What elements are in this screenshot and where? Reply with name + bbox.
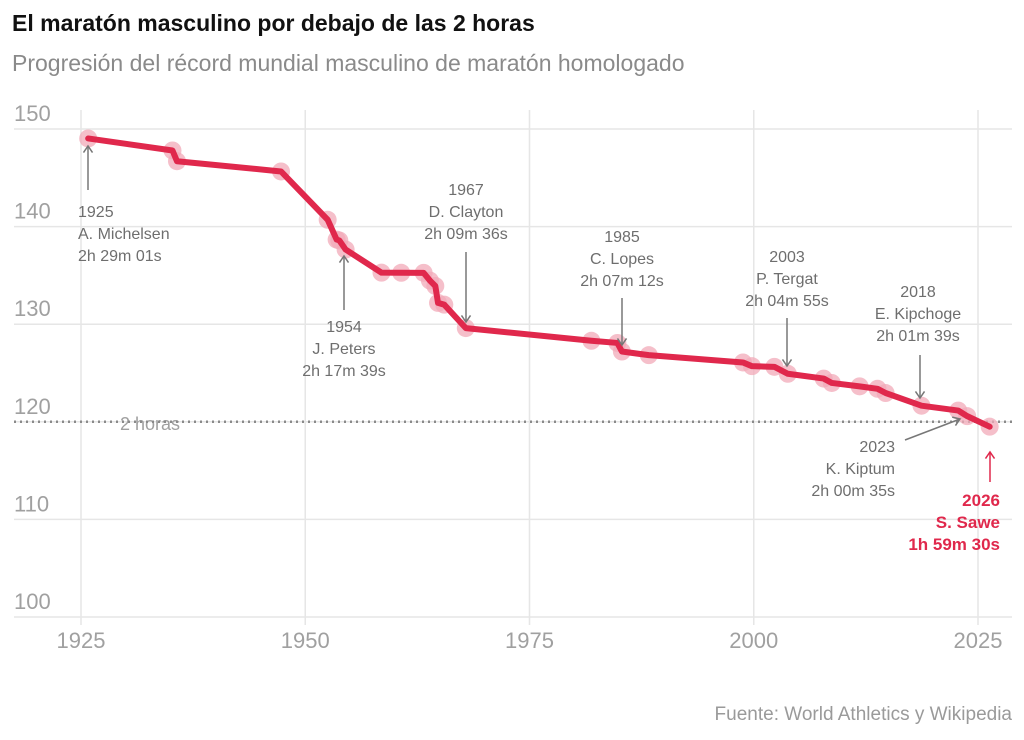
annotation-d-clayton: 1967 D. Clayton 2h 09m 36s [424, 182, 508, 324]
annotation-time: 1h 59m 30s [908, 535, 1000, 554]
y-tick-label: 130 [14, 296, 51, 321]
annotation-year: 2018 [900, 284, 936, 301]
record-line [85, 135, 993, 430]
annotation-name: D. Clayton [429, 204, 504, 221]
y-tick-label: 150 [14, 101, 51, 126]
annotation-name: P. Tergat [756, 271, 818, 288]
arrowhead-icon [616, 337, 628, 347]
arrowhead-icon [82, 144, 94, 154]
arrowhead-icon [952, 416, 962, 427]
annotation-name: J. Peters [312, 341, 375, 358]
arrowhead-icon [338, 254, 350, 264]
annotation-year: 1925 [78, 204, 114, 221]
annotation-time: 2h 09m 36s [424, 226, 508, 243]
annotation-a-michelsen: 1925 A. Michelsen 2h 29m 01s [78, 144, 170, 265]
chart-title: El maratón masculino por debajo de las 2… [12, 10, 535, 36]
annotation-time: 2h 00m 35s [811, 483, 895, 500]
annotation-s-sawe: 2026 S. Sawe 1h 59m 30s [908, 450, 1000, 554]
annotation-time: 2h 17m 39s [302, 363, 386, 380]
arrowhead-icon [984, 450, 996, 460]
reference-line-label: 2 horas [120, 414, 180, 434]
arrowhead-icon [460, 314, 472, 324]
x-tick-label: 2000 [729, 628, 778, 653]
annotation-e-kipchoge: 2018 E. Kipchoge 2h 01m 39s [875, 284, 961, 400]
annotation-c-lopes: 1985 C. Lopes 2h 07m 12s [580, 229, 664, 347]
y-tick-label: 140 [14, 199, 51, 224]
annotation-p-tergat: 2003 P. Tergat 2h 04m 55s [745, 249, 829, 368]
annotation-year: 1967 [448, 182, 484, 199]
x-tick-label: 1975 [505, 628, 554, 653]
annotation-j-peters: 1954 J. Peters 2h 17m 39s [302, 254, 386, 380]
annotation-time: 2h 01m 39s [876, 328, 960, 345]
arrowhead-icon [781, 358, 793, 368]
x-tick-label: 1950 [281, 628, 330, 653]
x-tick-label: 2025 [954, 628, 1003, 653]
y-tick-label: 120 [14, 394, 51, 419]
annotation-year: 2023 [859, 439, 895, 456]
annotation-name: A. Michelsen [78, 226, 170, 243]
annotation-name: C. Lopes [590, 251, 654, 268]
annotation-year: 1985 [604, 229, 640, 246]
annotation-year: 2003 [769, 249, 805, 266]
annotation-name: K. Kiptum [826, 461, 895, 478]
annotation-year: 1954 [326, 319, 362, 336]
annotation-time: 2h 29m 01s [78, 248, 162, 265]
annotation-k-kiptum: 2023 K. Kiptum 2h 00m 35s [811, 416, 962, 500]
chart-subtitle: Progresión del récord mundial masculino … [12, 50, 685, 76]
annotation-name: S. Sawe [936, 513, 1000, 532]
source-note: Fuente: World Athletics y Wikipedia [714, 704, 1012, 725]
x-tick-label: 1925 [57, 628, 106, 653]
arrowhead-icon [914, 390, 926, 400]
y-tick-label: 100 [14, 589, 51, 614]
annotation-year: 2026 [962, 491, 1000, 510]
annotation-time: 2h 07m 12s [580, 273, 664, 290]
annotation-name: E. Kipchoge [875, 306, 961, 323]
annotation-arrow [904, 418, 961, 441]
annotation-time: 2h 04m 55s [745, 293, 829, 310]
y-tick-label: 110 [14, 491, 49, 516]
